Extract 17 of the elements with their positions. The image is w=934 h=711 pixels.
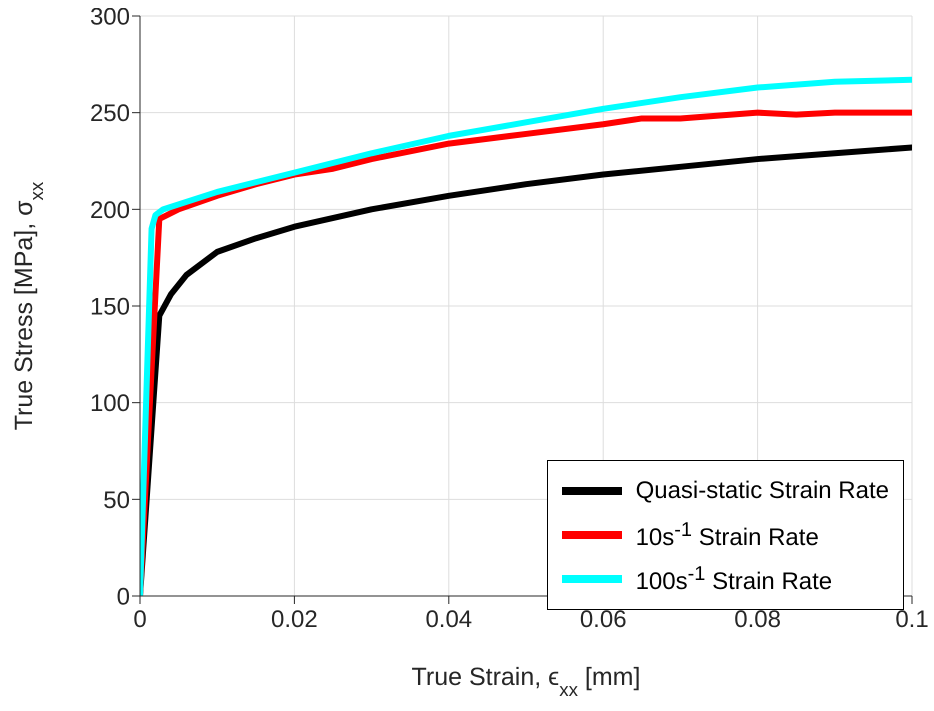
x-tick-label: 0.08: [734, 606, 781, 634]
legend-label: 10s$^{-1}$ Strain Rate: [636, 518, 819, 552]
x-tick-label: 0.06: [580, 606, 627, 634]
y-tick-label: 50: [103, 486, 130, 514]
x-tick-label: 0.04: [425, 606, 472, 634]
legend-label: Quasi-static Strain Rate: [636, 477, 889, 505]
y-tick-label: 0: [116, 584, 130, 611]
x-tick-label: 0.1: [895, 606, 929, 634]
y-tick-label: 200: [90, 196, 130, 224]
y-tick-label: 300: [90, 4, 130, 31]
y-tick-label: 250: [90, 100, 130, 128]
y-tick-label: 150: [90, 294, 130, 321]
legend-label: 100s$^{-1}$ Strain Rate: [636, 562, 832, 596]
x-axis-title: True Strain, ϵ$_{xx}$ [mm]: [412, 663, 640, 700]
y-tick-label: 100: [90, 390, 130, 418]
x-tick-label: 0: [133, 606, 147, 634]
x-tick-label: 0.02: [271, 606, 318, 634]
